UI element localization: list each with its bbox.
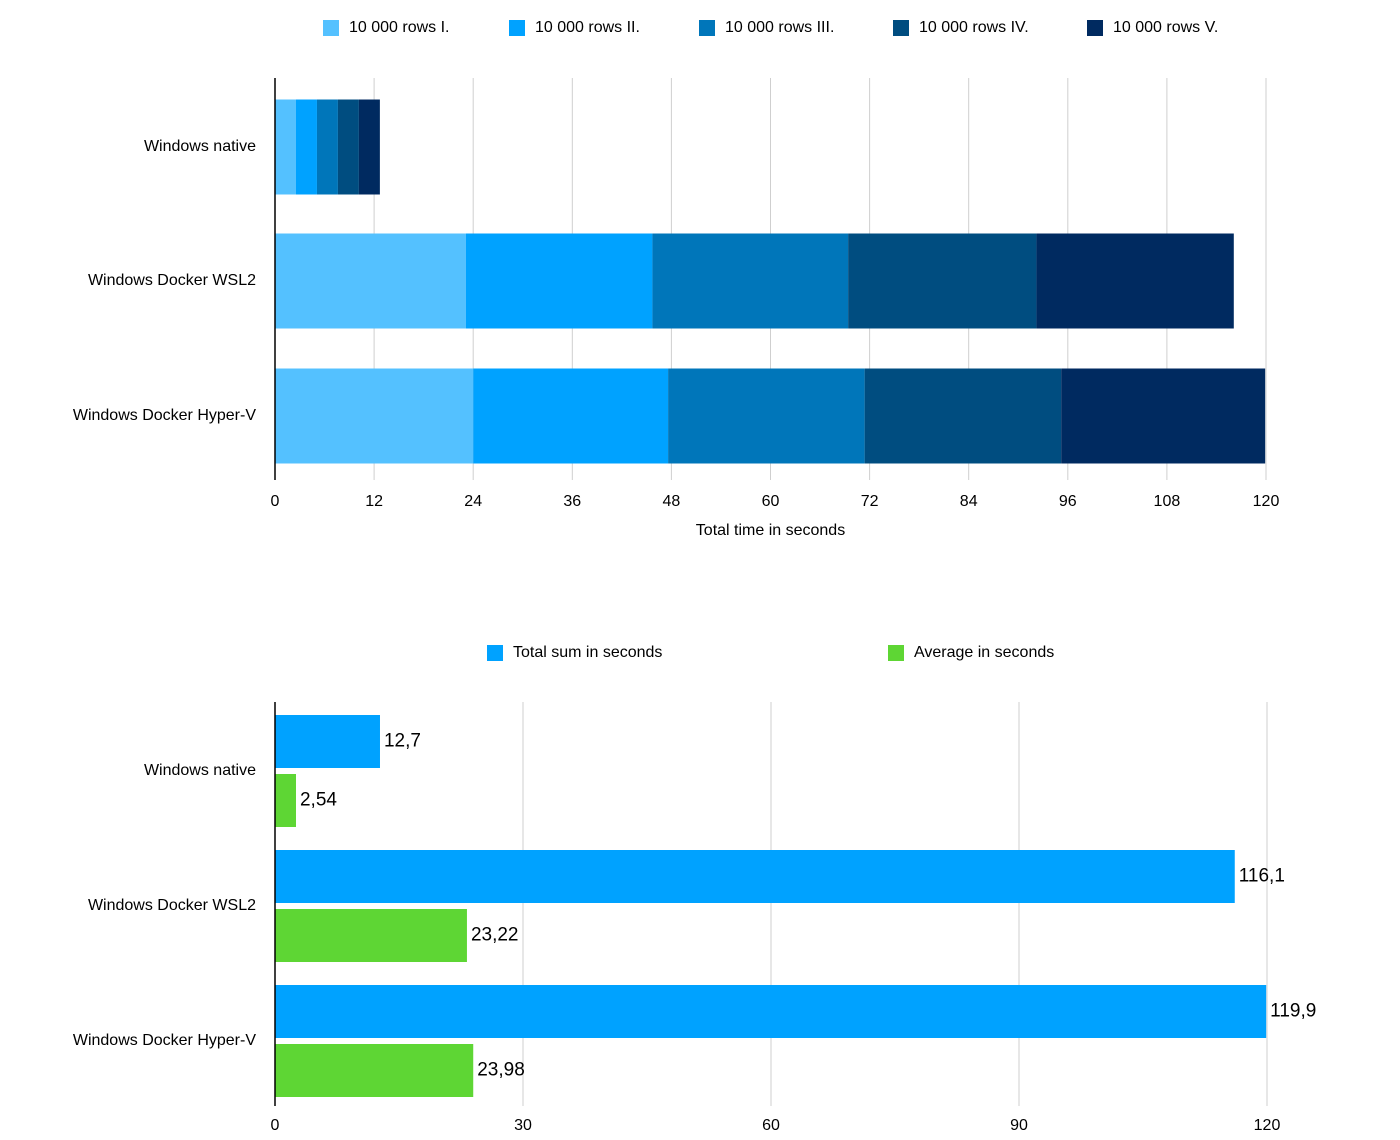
x-tick-label: 84 (960, 493, 978, 510)
legend-label: 10 000 rows II. (535, 19, 640, 36)
bar-segment (275, 99, 296, 195)
category-label: Windows Docker WSL2 (88, 272, 256, 289)
category-label: Windows native (144, 138, 256, 155)
bar-value-label: 119,9 (1270, 1001, 1316, 1022)
bar-segment (275, 233, 466, 329)
category-label: Windows native (144, 762, 256, 779)
bar (275, 985, 1267, 1038)
bar (275, 909, 467, 962)
x-tick-label: 60 (762, 493, 780, 510)
bar-segment (465, 233, 653, 329)
x-tick-label: 0 (271, 493, 280, 510)
legend-swatch (699, 20, 715, 36)
bar (275, 715, 380, 768)
legend-label: Average in seconds (914, 644, 1054, 661)
x-tick-label: 48 (663, 493, 681, 510)
legend-swatch (487, 645, 503, 661)
legend-swatch (893, 20, 909, 36)
bar-segment (652, 233, 849, 329)
bar-segment (864, 368, 1062, 464)
bar-segment (473, 368, 669, 464)
bar-segment (337, 99, 359, 195)
legend-label: Total sum in seconds (513, 644, 662, 661)
x-tick-label: 30 (514, 1117, 532, 1134)
bar-segment (295, 99, 317, 195)
bar-segment (1061, 368, 1266, 464)
bar-value-label: 2,54 (300, 790, 337, 811)
category-label: Windows Docker WSL2 (88, 897, 256, 914)
bar-segment (668, 368, 865, 464)
legend-label: 10 000 rows IV. (919, 19, 1029, 36)
legend-label: 10 000 rows I. (349, 19, 450, 36)
bar-value-label: 23,98 (477, 1060, 525, 1081)
x-tick-label: 24 (464, 493, 482, 510)
bar-value-label: 116,1 (1239, 866, 1285, 887)
legend-swatch (323, 20, 339, 36)
x-tick-label: 60 (762, 1117, 780, 1134)
bar (275, 850, 1235, 903)
legend-swatch (1087, 20, 1103, 36)
x-tick-label: 120 (1254, 1117, 1281, 1134)
x-tick-label: 36 (563, 493, 581, 510)
bar-segment (275, 368, 474, 464)
x-tick-label: 120 (1253, 493, 1280, 510)
x-axis-label: Total time in seconds (696, 522, 845, 539)
bar-segment (358, 99, 380, 195)
bar-value-label: 23,22 (471, 925, 519, 946)
x-tick-label: 90 (1010, 1117, 1028, 1134)
category-label: Windows Docker Hyper-V (73, 407, 256, 424)
legend-swatch (509, 20, 525, 36)
x-tick-label: 108 (1154, 493, 1181, 510)
x-tick-label: 0 (271, 1117, 280, 1134)
x-tick-label: 12 (365, 493, 383, 510)
legend-label: 10 000 rows V. (1113, 19, 1218, 36)
legend-swatch (888, 645, 904, 661)
bar (275, 1044, 474, 1097)
bar-value-label: 12,7 (384, 731, 421, 752)
x-tick-label: 96 (1059, 493, 1077, 510)
bar-segment (316, 99, 338, 195)
bar (275, 774, 296, 827)
category-label: Windows Docker Hyper-V (73, 1032, 256, 1049)
bar-segment (1036, 233, 1234, 329)
bar-segment (848, 233, 1037, 329)
x-tick-label: 72 (861, 493, 879, 510)
legend-label: 10 000 rows III. (725, 19, 834, 36)
